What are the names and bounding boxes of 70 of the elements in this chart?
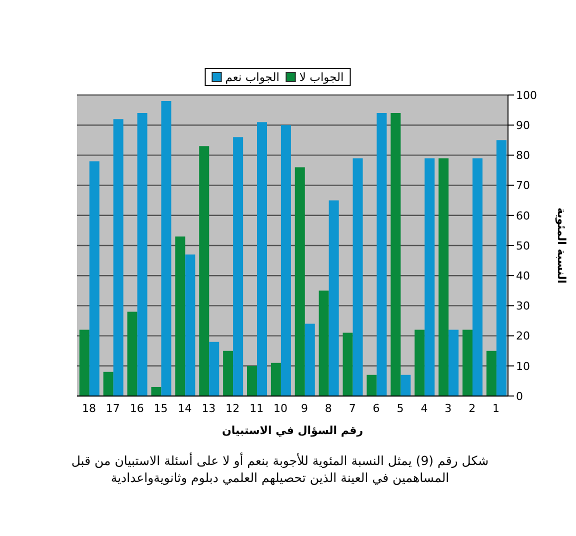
bar <box>448 330 459 396</box>
bar <box>233 137 244 396</box>
y-tick-label: 80 <box>516 149 530 162</box>
bar <box>151 386 162 396</box>
y-tick-label: 60 <box>516 209 530 222</box>
x-tick-label: 4 <box>420 402 428 415</box>
bar <box>390 113 401 396</box>
x-tick-label: 13 <box>202 402 216 415</box>
y-tick-label: 30 <box>516 300 530 313</box>
legend-label: الجواب لا <box>299 70 344 84</box>
bar <box>127 312 138 396</box>
x-tick-label: 8 <box>324 402 332 415</box>
x-axis-title: رقم السؤال في الاستبيان <box>220 424 364 437</box>
bar <box>137 113 148 396</box>
bar <box>472 158 483 396</box>
bar <box>486 350 496 396</box>
bar <box>185 254 196 396</box>
legend-label: الجواب نعم <box>225 70 280 84</box>
bar <box>328 200 339 396</box>
y-tick-label: 90 <box>516 119 530 132</box>
bar <box>89 161 100 396</box>
bar <box>280 125 291 396</box>
bar <box>113 119 124 396</box>
bar <box>342 332 353 396</box>
bar <box>247 366 258 396</box>
y-tick-label: 20 <box>516 330 530 343</box>
x-tick-label: 1 <box>492 402 500 415</box>
x-tick-label: 17 <box>106 402 120 415</box>
bar <box>270 362 281 396</box>
bar <box>414 330 425 396</box>
bar <box>304 324 315 396</box>
x-tick-label: 10 <box>274 402 288 415</box>
x-tick-label: 2 <box>468 402 476 415</box>
bar <box>103 372 114 396</box>
bar <box>209 342 220 396</box>
x-tick-label: 6 <box>372 402 380 415</box>
bar <box>462 330 473 396</box>
y-tick-label: 40 <box>516 270 530 283</box>
x-tick-label: 5 <box>396 402 404 415</box>
y-axis-title: النسبة المئوية <box>555 207 568 284</box>
y-tick-label: 70 <box>516 179 530 192</box>
bar <box>161 101 172 396</box>
bar <box>175 236 186 396</box>
x-tick-label: 15 <box>154 402 168 415</box>
x-tick-label: 11 <box>250 402 264 415</box>
bar <box>400 374 411 396</box>
bar <box>376 113 387 396</box>
bar <box>366 374 377 396</box>
text: شكل رقم (9) يمثل النسبة المئوية للأجوبة بنعم أو لا على أسئلة الاستبيان من قبل المساهمين في العينة الذين تحصيلهم العلمي دبلوم وثانويةواعدادية <box>70 452 490 486</box>
y-tick-label: 100 <box>516 88 537 102</box>
bar <box>199 146 210 396</box>
x-tick-label: 12 <box>226 402 240 415</box>
bar <box>496 140 506 396</box>
x-tick-label: 7 <box>348 402 356 415</box>
bar <box>318 290 329 396</box>
bar <box>294 167 305 396</box>
bar <box>257 122 268 396</box>
x-tick-label: 9 <box>300 402 308 415</box>
x-tick-label: 3 <box>444 402 452 415</box>
bar <box>424 158 435 396</box>
x-tick-label: 16 <box>130 402 144 415</box>
bar <box>438 158 449 396</box>
y-tick-label: 50 <box>516 239 530 252</box>
x-tick-label: 14 <box>178 402 192 415</box>
x-tick-label: 18 <box>82 402 96 415</box>
y-tick-label: 0 <box>516 390 523 403</box>
bar <box>352 158 363 396</box>
bar <box>79 330 90 396</box>
y-tick-label: 10 <box>516 360 530 373</box>
bar <box>223 350 234 396</box>
